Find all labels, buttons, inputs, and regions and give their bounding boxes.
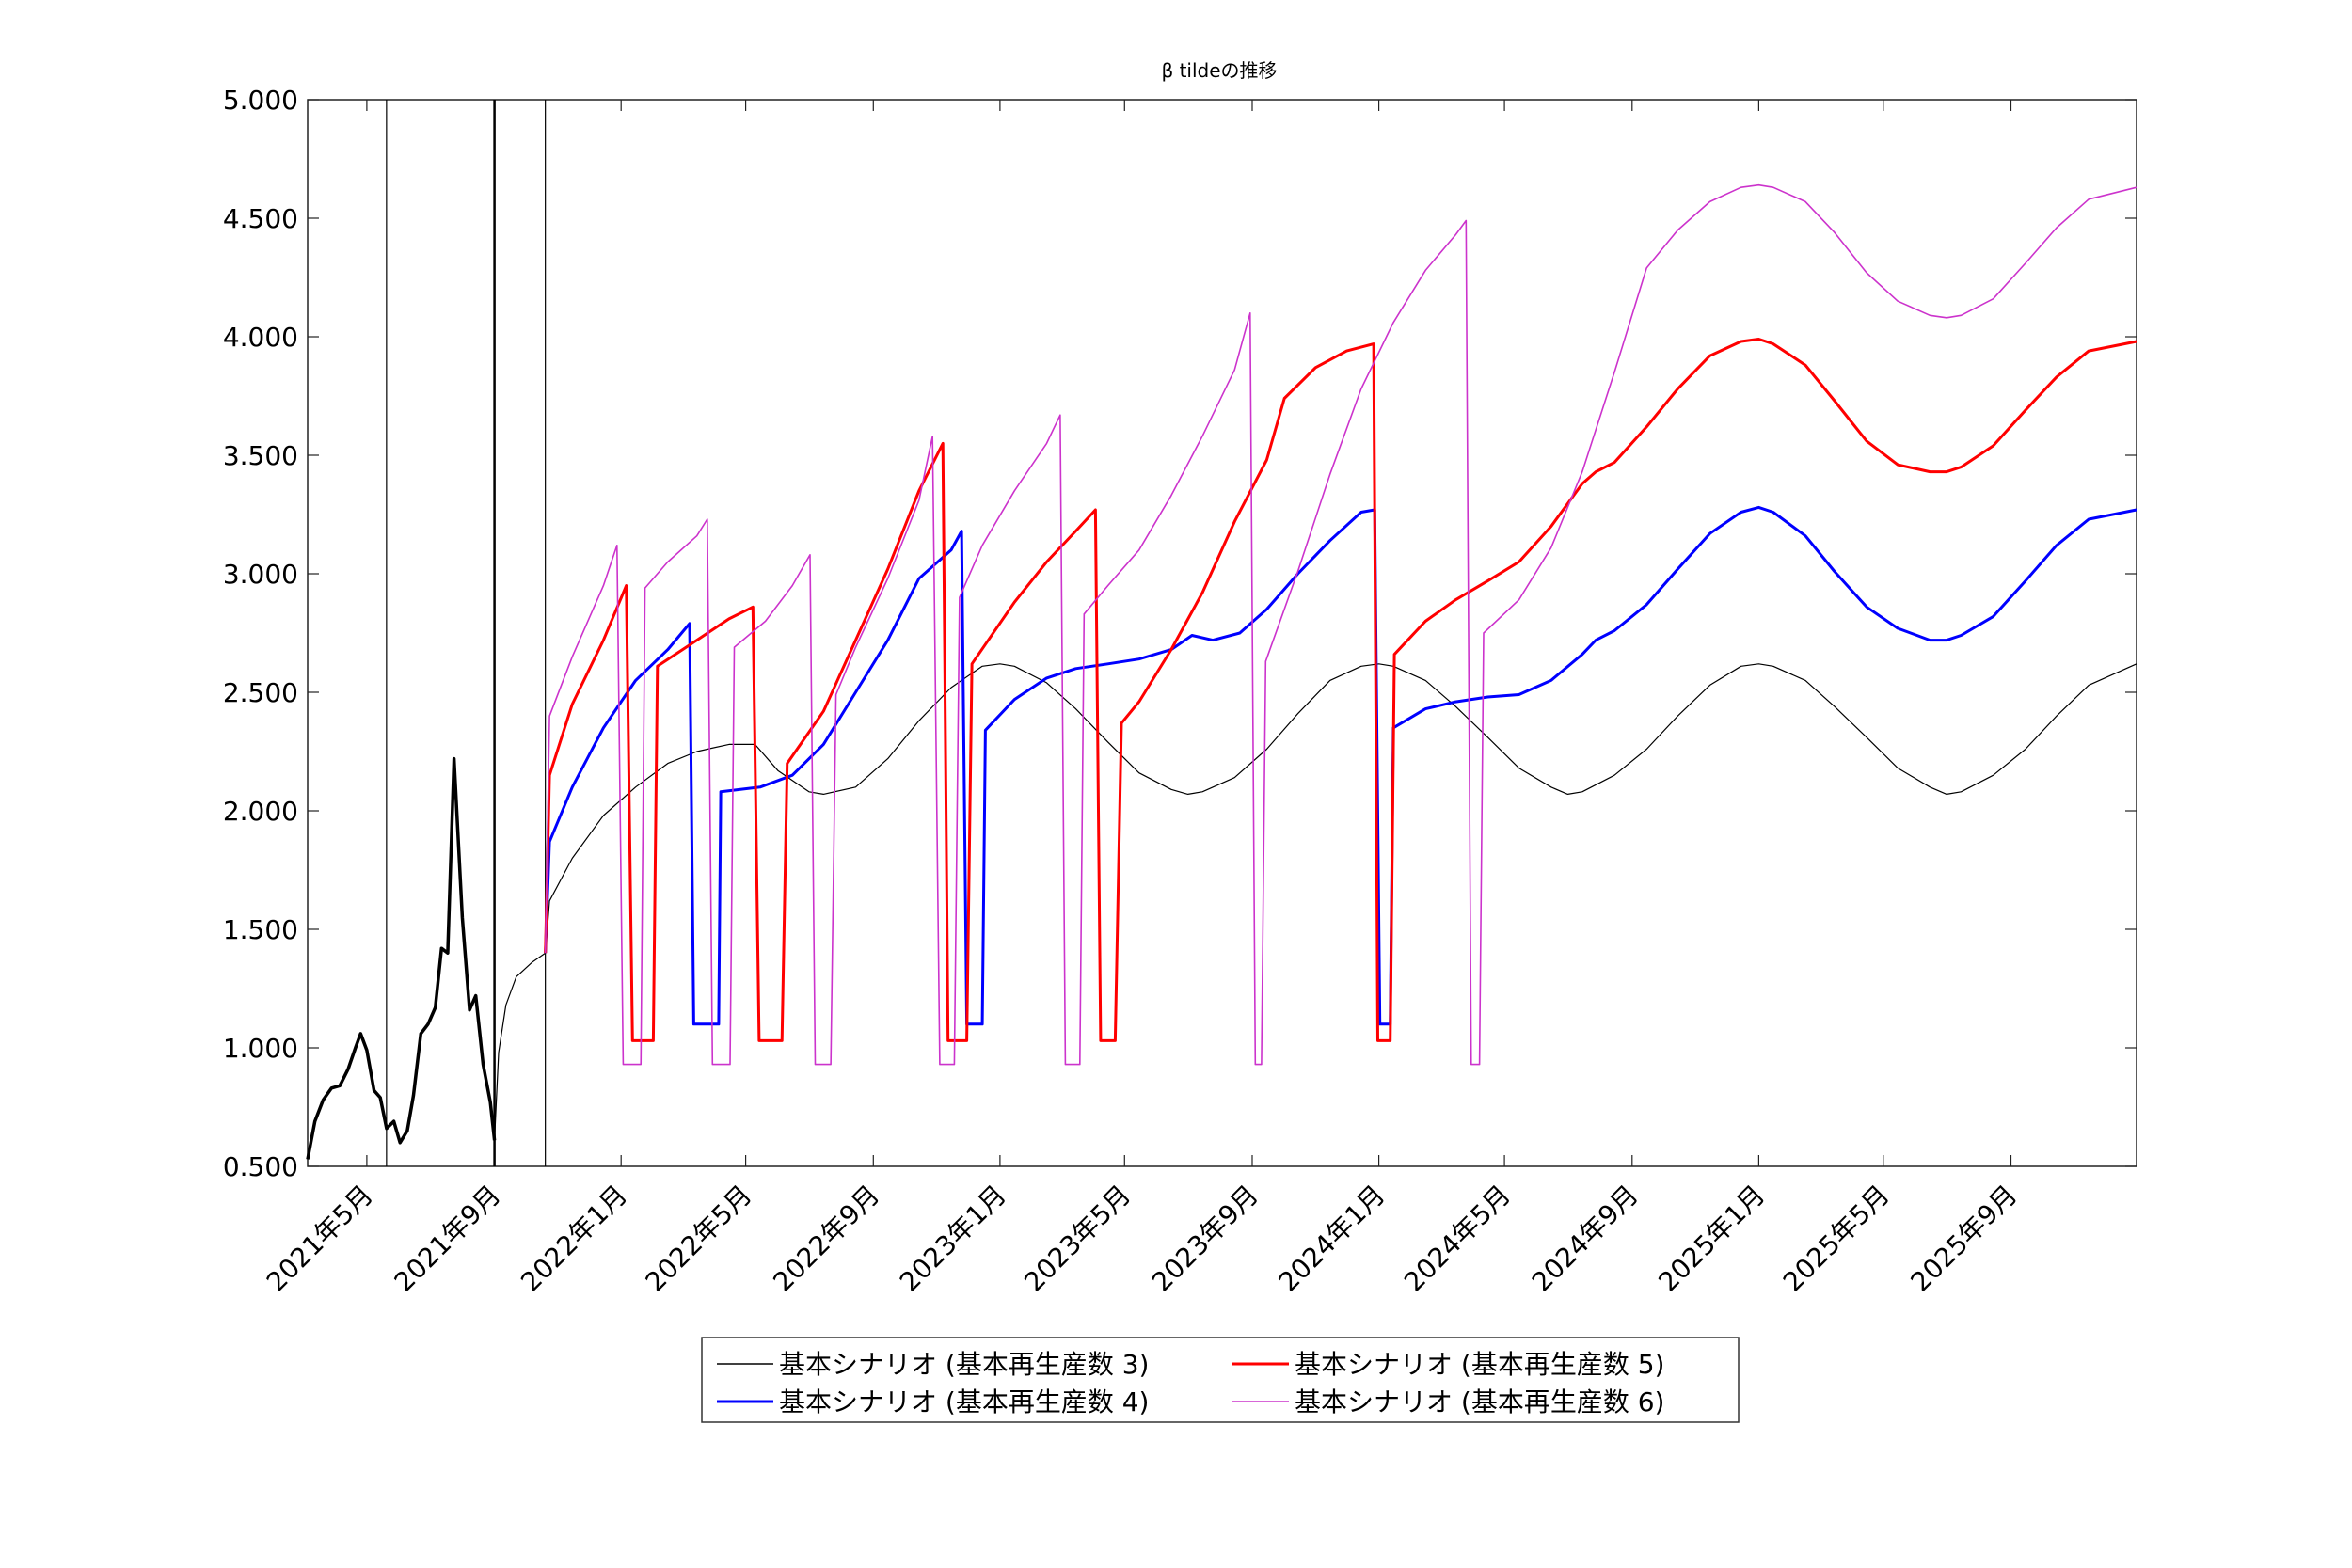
y-tick-label: 3.000 bbox=[223, 559, 298, 590]
y-tick-label: 5.000 bbox=[223, 85, 298, 116]
plot-area: 0.500 1.000 1.500 2.000 2.500 3.000 3.500 4.000… bbox=[223, 85, 2137, 1298]
chart-title: β tildeの推移 bbox=[1161, 59, 1277, 82]
x-tick-label: 2024年9月 bbox=[1526, 1180, 1645, 1298]
series-line bbox=[306, 756, 497, 1160]
x-tick-label: 2025年5月 bbox=[1777, 1180, 1896, 1298]
series-line bbox=[544, 505, 2137, 1026]
x-tick-label: 2023年9月 bbox=[1146, 1180, 1264, 1298]
legend-label: 基本シナリオ (基本再生産数 6) bbox=[1295, 1386, 1664, 1418]
legend-label: 基本シナリオ (基本再生産数 4) bbox=[779, 1386, 1149, 1418]
vertical-markers bbox=[386, 100, 547, 1166]
y-tick-label: 1.500 bbox=[223, 914, 298, 945]
legend: 基本シナリオ (基本再生産数 3) 基本シナリオ (基本再生産数 4) 基本シナリオ… bbox=[701, 1337, 1740, 1423]
y-tick-label: 3.500 bbox=[223, 440, 298, 471]
legend-label: 基本シナリオ (基本再生産数 3) bbox=[779, 1349, 1149, 1380]
x-tick-label: 2024年1月 bbox=[1273, 1180, 1391, 1298]
series-line bbox=[544, 183, 2137, 1066]
x-tick-label: 2024年5月 bbox=[1398, 1180, 1517, 1298]
y-tick-label: 2.000 bbox=[223, 796, 298, 827]
y-tick-label: 1.000 bbox=[223, 1033, 298, 1064]
legend-box bbox=[701, 1337, 1740, 1423]
x-tick-label: 2021年9月 bbox=[389, 1180, 507, 1298]
y-tick-label: 4.500 bbox=[223, 203, 298, 234]
x-tick-label: 2025年1月 bbox=[1652, 1180, 1771, 1298]
x-tick-label: 2022年5月 bbox=[640, 1180, 758, 1298]
x-tick-label: 2025年9月 bbox=[1905, 1180, 2024, 1298]
x-tick-label: 2022年9月 bbox=[767, 1180, 885, 1298]
series-line bbox=[544, 338, 2137, 1042]
y-tick-label: 0.500 bbox=[223, 1151, 298, 1182]
series-layer bbox=[306, 183, 2137, 1160]
y-tick-label: 4.000 bbox=[223, 322, 298, 353]
legend-label: 基本シナリオ (基本再生産数 5) bbox=[1295, 1349, 1664, 1380]
x-tick-label: 2022年1月 bbox=[515, 1180, 633, 1298]
y-axis: 0.500 1.000 1.500 2.000 2.500 3.000 3.500 4.000… bbox=[223, 85, 2137, 1182]
x-tick-label: 2021年5月 bbox=[261, 1180, 379, 1298]
y-tick-label: 2.500 bbox=[223, 677, 298, 708]
series-line bbox=[494, 663, 2137, 1141]
plot-frame bbox=[307, 99, 2137, 1167]
x-tick-label: 2023年5月 bbox=[1018, 1180, 1136, 1298]
x-tick-label: 2023年1月 bbox=[894, 1180, 1012, 1298]
